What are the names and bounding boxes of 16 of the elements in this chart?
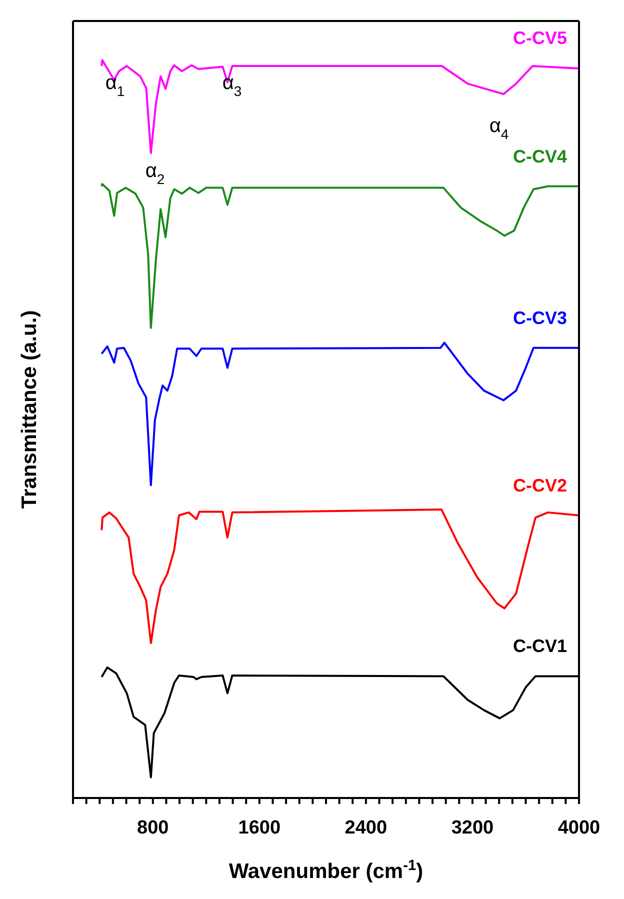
annotation: α$_{2}$ [145, 160, 165, 187]
series-label: C-CV5 [512, 28, 567, 48]
series-label: C-CV4 [512, 146, 567, 166]
series-label: C-CV1 [512, 636, 567, 656]
annotation: α$_{4}$ [489, 115, 509, 142]
x-tick-label: 4000 [558, 817, 600, 838]
y-axis-title: Transmittance (a.u.) [18, 310, 41, 509]
annotation: α$_{1}$ [105, 72, 125, 99]
annotation: α$_{3}$ [222, 72, 242, 99]
x-tick-label: 800 [137, 817, 169, 838]
x-tick-label: 2400 [344, 817, 388, 838]
x-tick-label: 1600 [238, 817, 281, 838]
series-label: C-CV2 [512, 475, 567, 496]
x-tick-label: 3200 [451, 817, 494, 838]
series-label: C-CV3 [512, 308, 567, 328]
x-axis-title: Wavenumber (cm$^{-1}$) [228, 858, 424, 883]
